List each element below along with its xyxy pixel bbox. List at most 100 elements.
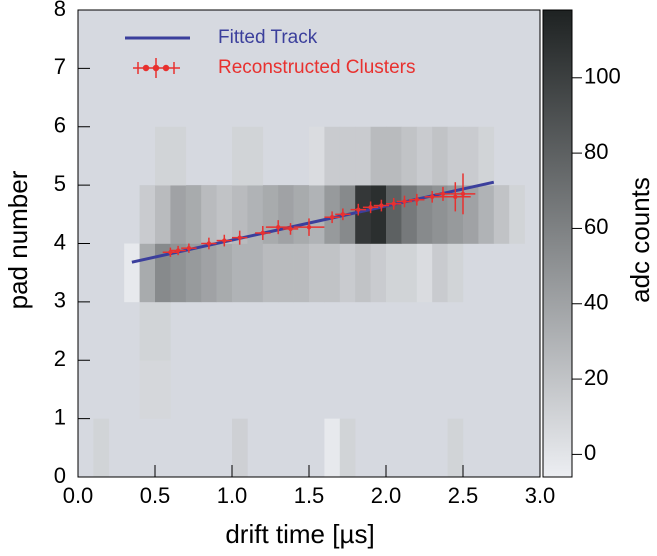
heatmap-cell (124, 243, 140, 303)
cluster-marker (276, 224, 281, 230)
x-tick-label: 2.5 (448, 483, 479, 508)
cluster-marker (414, 197, 419, 202)
heatmap-cell (463, 126, 479, 186)
heatmap-cell (416, 243, 433, 303)
legend-label: Reconstructed Clusters (218, 57, 415, 78)
cluster-marker (453, 194, 458, 199)
heatmap-cell (232, 126, 248, 186)
heatmap-cell (93, 418, 110, 478)
heatmap-cell (370, 243, 387, 303)
heatmap-cell (139, 360, 156, 419)
colorbar (542, 9, 573, 478)
y-tick-label: 6 (54, 113, 66, 138)
x-tick-label: 0.5 (140, 483, 171, 508)
heatmap-cell (155, 185, 171, 244)
heatmap-cell (324, 418, 341, 478)
heatmap-cell (309, 126, 325, 186)
y-tick-label: 3 (54, 288, 66, 313)
heatmap-cell (355, 185, 371, 244)
heatmap-cell (247, 185, 264, 244)
heatmap-cell (155, 360, 171, 419)
heatmap-cell (232, 243, 248, 303)
heatmap-cell (339, 243, 356, 303)
cluster-marker (237, 235, 242, 240)
heatmap-cell (155, 301, 171, 361)
colorbar-tick-label: 60 (584, 214, 608, 239)
y-tick-label: 5 (54, 171, 66, 196)
colorbar-tick-label: 80 (584, 139, 608, 164)
heatmap-cell (293, 243, 310, 303)
y-tick-label: 7 (54, 54, 66, 79)
cluster-marker (440, 191, 446, 197)
cluster-marker (186, 245, 192, 251)
colorbar-title: adc counts (625, 177, 655, 303)
heatmap-cell (216, 185, 233, 244)
heatmap-cell (447, 243, 464, 303)
heatmap-cell (370, 185, 387, 244)
cluster-marker (460, 191, 466, 197)
heatmap-cell (386, 126, 402, 186)
heatmap-cell (278, 185, 294, 244)
cluster-marker (430, 194, 435, 199)
x-tick-label: 1.0 (217, 483, 248, 508)
heatmap-cell (432, 126, 448, 186)
x-tick-label: 1.5 (294, 483, 325, 508)
heatmap-cell (463, 185, 479, 244)
heatmap-cell (401, 126, 418, 186)
cluster-marker (222, 238, 227, 243)
heatmap-cell (170, 185, 187, 244)
heatmap-cell (447, 126, 464, 186)
x-tick-label: 0.0 (63, 483, 94, 508)
legend-label: Fitted Track (218, 27, 318, 48)
heatmap-cell (478, 126, 495, 186)
cluster-marker (306, 224, 312, 230)
y-tick-label: 4 (54, 229, 66, 254)
cluster-marker (206, 241, 212, 246)
x-tick-label: 2.0 (371, 483, 402, 508)
legend-marker-sample (133, 58, 180, 78)
heatmap-cell (339, 126, 356, 186)
cluster-marker (402, 199, 407, 204)
heatmap-cell (447, 418, 464, 478)
heatmap-cell (185, 243, 202, 303)
heatmap-cell (216, 243, 233, 303)
cluster-marker (340, 212, 346, 217)
heatmap-cell (401, 185, 418, 244)
y-tick-label: 1 (54, 404, 66, 429)
x-tick-label: 3.0 (525, 483, 556, 508)
heatmap-cell (170, 243, 187, 303)
colorbar-tick-label: 40 (584, 290, 608, 315)
heatmap-cell (478, 185, 495, 244)
y-tick-label: 2 (54, 346, 66, 371)
heatmap-cell (401, 243, 418, 303)
heatmap-cell (155, 126, 171, 186)
heatmap-cell (139, 301, 156, 361)
y-tick-label: 8 (54, 0, 66, 21)
heatmap-cell (139, 185, 156, 244)
heatmap-cell (386, 185, 402, 244)
colorbar-tick-label: 100 (584, 64, 621, 89)
cluster-marker (368, 205, 373, 210)
heatmap-cell (309, 243, 325, 303)
y-axis-title: pad number (3, 170, 33, 309)
heatmap-cell (355, 126, 371, 186)
cluster-marker (260, 230, 265, 236)
heatmap-cell (309, 185, 325, 244)
heatmap-cell (201, 185, 217, 244)
cluster-marker (391, 201, 396, 207)
heatmap-cell (262, 243, 279, 303)
heatmap-cell (155, 243, 171, 303)
heatmap-cell (509, 185, 525, 244)
heatmap-cell (432, 185, 448, 244)
heatmap-cell (262, 185, 279, 244)
heatmap-cell (201, 243, 217, 303)
heatmap-cell (355, 243, 371, 303)
heatmap-cell (232, 418, 248, 478)
heatmap-cell (447, 185, 464, 244)
heatmap-cell (324, 243, 341, 303)
overlay (131, 173, 495, 264)
heatmap-cell (324, 126, 341, 186)
y-tick-label: 0 (54, 463, 66, 488)
heatmap-cell (370, 126, 387, 186)
